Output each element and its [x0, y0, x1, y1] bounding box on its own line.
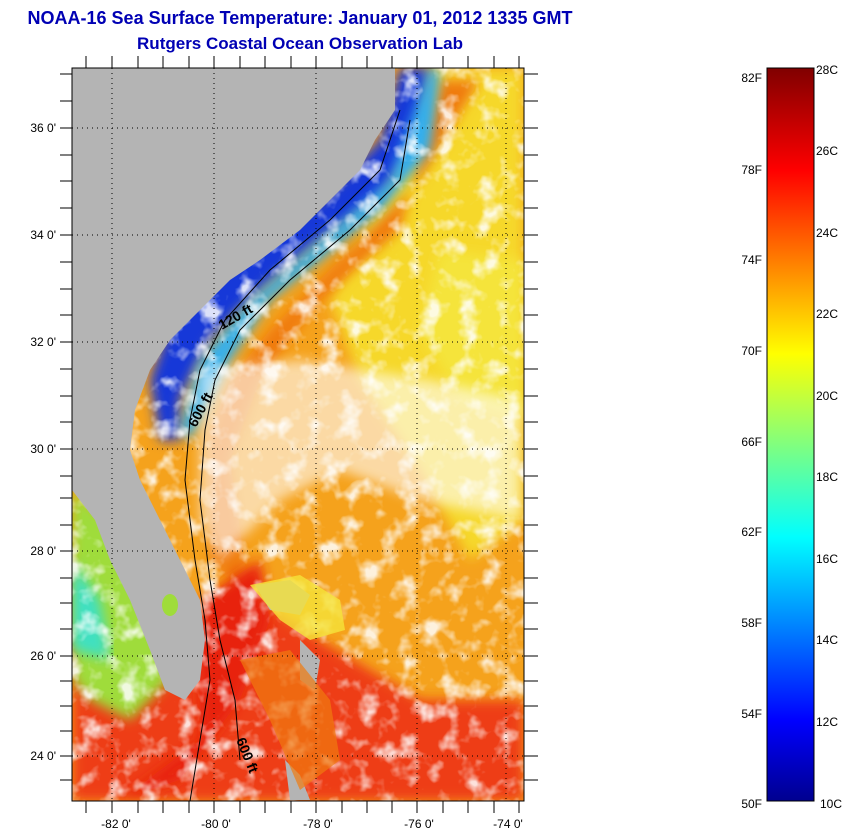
lat-label: 34 0'	[30, 228, 56, 242]
colorbar-f-label: 62F	[741, 525, 762, 539]
lat-label: 26 0'	[30, 649, 56, 663]
lon-labels: -82 0' -80 0' -78 0' -76 0' -74 0'	[101, 817, 523, 831]
lat-ticks	[60, 73, 538, 781]
map-title: NOAA-16 Sea Surface Temperature: January…	[27, 8, 573, 28]
colorbar-c-label: 24C	[816, 226, 838, 240]
colorbar-c-label: 18C	[816, 470, 838, 484]
lon-label: -76 0'	[404, 817, 434, 831]
colorbar-f-label: 58F	[741, 616, 762, 630]
colorbar-f-label: 70F	[741, 344, 762, 358]
lat-label: 32 0'	[30, 335, 56, 349]
lat-label: 36 0'	[30, 121, 56, 135]
map-frame	[71, 67, 525, 802]
colorbar-c-label: 20C	[816, 389, 838, 403]
bahama-bank	[240, 650, 340, 790]
lon-ticks	[85, 56, 520, 813]
colorbar-f-label: 82F	[741, 71, 762, 85]
sst-map	[72, 68, 524, 801]
colorbar-f-label: 50F	[741, 797, 762, 811]
graticule	[72, 68, 524, 801]
colorbar-celsius-labels: 28C 26C 24C 22C 20C 18C 16C 14C 12C 10C	[816, 63, 842, 811]
isobath-120ft	[184, 109, 401, 801]
colorbar-c-label: 12C	[816, 715, 838, 729]
colorbar-f-label: 54F	[741, 707, 762, 721]
lon-label: -78 0'	[303, 817, 333, 831]
lat-label: 28 0'	[30, 544, 56, 558]
colorbar-fahrenheit-labels: 82F 78F 74F 70F 66F 62F 58F 54F 50F	[741, 71, 762, 811]
cloud-band	[200, 360, 520, 560]
colorbar-c-label: 28C	[816, 63, 838, 77]
colorbar-c-label: 14C	[816, 633, 838, 647]
lake-okeechobee	[162, 594, 178, 616]
lon-label: -82 0'	[101, 817, 131, 831]
isobath-600ft	[199, 119, 411, 761]
colorbar-c-label: 26C	[816, 144, 838, 158]
colorbar-f-label: 74F	[741, 253, 762, 267]
lat-label: 30 0'	[30, 442, 56, 456]
bahama-bank	[250, 575, 345, 640]
map-subtitle: Rutgers Coastal Ocean Observation Lab	[137, 34, 463, 53]
colorbar	[766, 67, 815, 802]
colorbar-c-label: 10C	[820, 797, 842, 811]
colorbar-f-label: 78F	[741, 163, 762, 177]
lon-label: -74 0'	[493, 817, 523, 831]
lon-label: -80 0'	[201, 817, 231, 831]
land-mainland	[72, 68, 395, 700]
colorbar-c-label: 16C	[816, 552, 838, 566]
lat-label: 24 0'	[30, 749, 56, 763]
lat-labels: 36 0' 34 0' 32 0' 30 0' 28 0' 26 0' 24 0…	[30, 121, 56, 763]
colorbar-f-label: 66F	[741, 435, 762, 449]
colorbar-c-label: 22C	[816, 307, 838, 321]
